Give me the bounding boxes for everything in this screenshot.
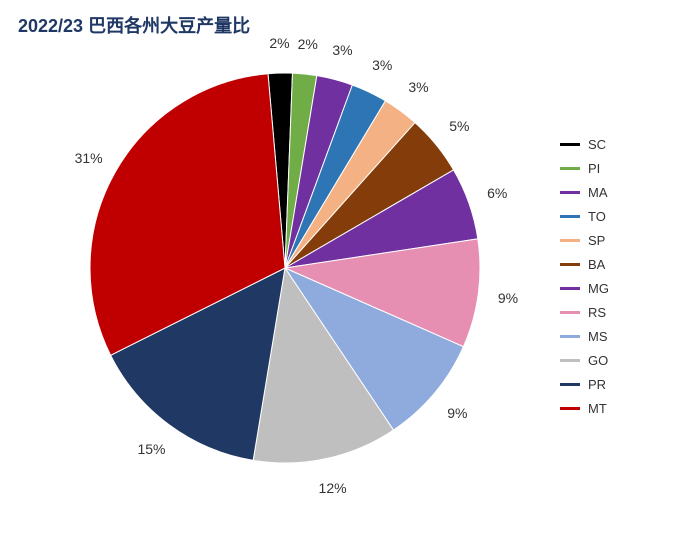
- pie-label-sc: 2%: [269, 35, 289, 51]
- legend-item-sc: SC: [560, 135, 609, 153]
- legend-swatch: [560, 383, 580, 386]
- pie-label-rs: 9%: [498, 290, 518, 306]
- legend-item-pi: PI: [560, 159, 609, 177]
- legend-label: GO: [588, 353, 608, 368]
- legend-item-mg: MG: [560, 279, 609, 297]
- pie-label-ms: 9%: [447, 405, 467, 421]
- legend-item-ma: MA: [560, 183, 609, 201]
- pie-label-pr: 15%: [137, 441, 165, 457]
- legend-item-rs: RS: [560, 303, 609, 321]
- legend-swatch: [560, 407, 580, 410]
- legend-label: PR: [588, 377, 606, 392]
- pie-label-ma: 3%: [332, 42, 352, 58]
- legend-swatch: [560, 311, 580, 314]
- legend-label: BA: [588, 257, 605, 272]
- legend-label: RS: [588, 305, 606, 320]
- pie-label-to: 3%: [372, 57, 392, 73]
- pie-label-pi: 2%: [298, 36, 318, 52]
- legend-label: MA: [588, 185, 608, 200]
- legend-item-ms: MS: [560, 327, 609, 345]
- legend-swatch: [560, 287, 580, 290]
- legend-item-go: GO: [560, 351, 609, 369]
- pie-label-go: 12%: [319, 480, 347, 496]
- legend-label: SP: [588, 233, 605, 248]
- legend-item-pr: PR: [560, 375, 609, 393]
- legend-swatch: [560, 215, 580, 218]
- legend-item-ba: BA: [560, 255, 609, 273]
- chart-root: 2022/23 巴西各州大豆产量比 2%2%3%3%3%5%6%9%9%12%1…: [0, 0, 700, 535]
- legend-swatch: [560, 335, 580, 338]
- legend-label: TO: [588, 209, 606, 224]
- legend-label: MT: [588, 401, 607, 416]
- pie-label-ba: 5%: [449, 118, 469, 134]
- legend-label: MG: [588, 281, 609, 296]
- pie-label-mg: 6%: [487, 185, 507, 201]
- legend-swatch: [560, 263, 580, 266]
- legend-label: MS: [588, 329, 608, 344]
- legend-label: SC: [588, 137, 606, 152]
- legend-item-sp: SP: [560, 231, 609, 249]
- pie-label-sp: 3%: [408, 79, 428, 95]
- legend-swatch: [560, 359, 580, 362]
- legend-item-to: TO: [560, 207, 609, 225]
- legend-swatch: [560, 239, 580, 242]
- pie-label-mt: 31%: [75, 150, 103, 166]
- legend-swatch: [560, 191, 580, 194]
- legend-label: PI: [588, 161, 600, 176]
- legend: SC PI MA TO SP BA MG RS MS GO PR MT: [560, 135, 609, 423]
- legend-swatch: [560, 167, 580, 170]
- legend-item-mt: MT: [560, 399, 609, 417]
- legend-swatch: [560, 143, 580, 146]
